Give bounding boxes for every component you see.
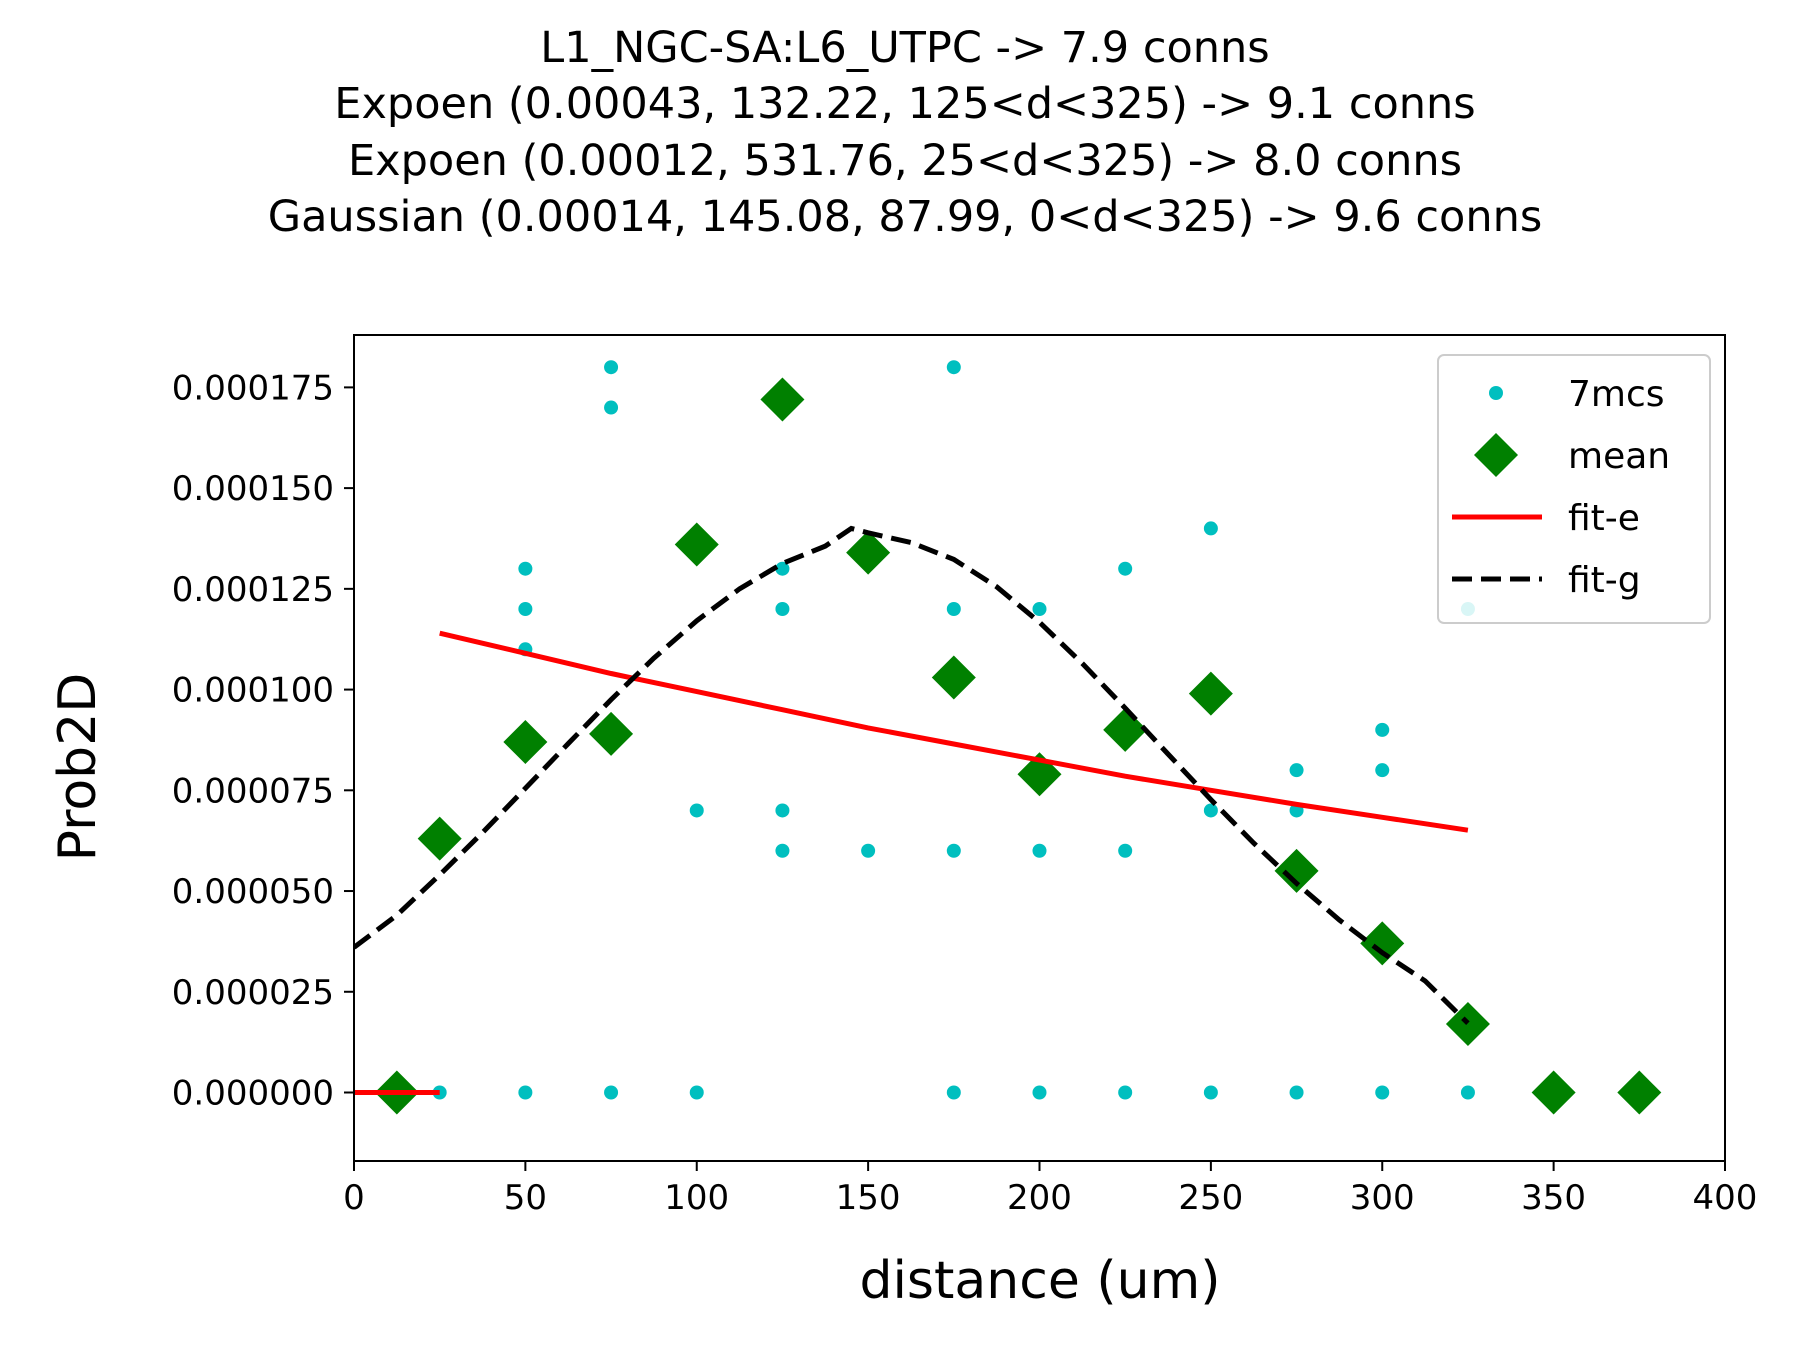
point-7mcs — [604, 1085, 619, 1100]
mean-marker — [1360, 921, 1405, 966]
series-fit-g — [354, 525, 1470, 1025]
point-7mcs — [604, 360, 619, 375]
title-line-4: Gaussian (0.00014, 145.08, 87.99, 0<d<32… — [268, 192, 1542, 242]
point-7mcs — [775, 561, 790, 576]
title-line-2: Expoen (0.00043, 132.22, 125<d<325) -> 9… — [334, 79, 1475, 129]
x-tick-label: 200 — [1007, 1178, 1072, 1218]
point-7mcs — [775, 843, 790, 858]
point-7mcs — [1032, 843, 1047, 858]
point-7mcs — [1118, 320, 1132, 334]
point-7mcs — [775, 803, 790, 818]
mean-marker — [1188, 671, 1233, 716]
fit-line-fit-e — [439, 630, 1469, 833]
series-layer — [354, 320, 1662, 1115]
fit-line-fit-g — [354, 525, 1470, 1025]
y-tick-label: 0.000150 — [172, 469, 334, 509]
y-tick-label: 0.000075 — [172, 771, 334, 811]
chart-title: L1_NGC-SA:L6_UTPC -> 7.9 conns Expoen (0… — [268, 23, 1542, 242]
x-tick-label: 100 — [664, 1178, 729, 1218]
point-7mcs — [518, 1085, 533, 1100]
y-tick-label: 0.000025 — [172, 973, 334, 1013]
plot-frame — [353, 334, 1726, 1162]
series-7mcs — [432, 320, 1475, 1100]
series-fit-e — [354, 630, 1469, 1095]
point-7mcs — [518, 561, 533, 576]
mean-marker — [674, 522, 719, 567]
point-7mcs — [861, 320, 875, 334]
point-7mcs — [1375, 722, 1390, 737]
point-7mcs — [1032, 601, 1047, 616]
point-7mcs — [1118, 561, 1133, 576]
point-7mcs — [775, 601, 790, 616]
y-tick-label: 0.000125 — [172, 570, 334, 610]
point-7mcs — [1289, 763, 1304, 778]
legend-marker-7mcs — [1489, 386, 1503, 400]
y-tick-label: 0.000050 — [172, 872, 334, 912]
y-tick-label: 0.000100 — [172, 671, 334, 711]
mean-marker — [503, 719, 548, 764]
point-7mcs — [1203, 803, 1218, 818]
mean-marker — [1103, 707, 1148, 752]
point-7mcs — [946, 360, 961, 375]
mean-marker — [846, 530, 891, 575]
mean-marker — [417, 816, 462, 861]
x-tick-label: 150 — [836, 1178, 901, 1218]
axes-layer: 0 50 100 150 200 250 300 350 400 0.000000 0.000025… — [172, 334, 1758, 1218]
mean-marker — [1617, 1070, 1662, 1115]
legend-label-mean: mean — [1568, 436, 1670, 477]
point-7mcs — [518, 601, 533, 616]
point-7mcs — [946, 843, 961, 858]
title-line-3: Expoen (0.00012, 531.76, 25<d<325) -> 8.… — [348, 136, 1462, 186]
point-7mcs — [1375, 1085, 1390, 1100]
title-line-1: L1_NGC-SA:L6_UTPC -> 7.9 conns — [540, 23, 1269, 73]
x-tick-label: 350 — [1521, 1178, 1586, 1218]
x-tick-label: 400 — [1693, 1178, 1758, 1218]
mean-marker — [931, 655, 976, 700]
mean-marker — [1445, 1002, 1490, 1047]
point-7mcs — [1375, 763, 1390, 778]
legend-label-fit-g: fit-g — [1568, 560, 1641, 601]
x-tick-label: 0 — [343, 1178, 365, 1218]
point-7mcs — [689, 1085, 704, 1100]
y-axis-label: Prob2D — [48, 673, 108, 862]
legend-marker-mean — [1474, 433, 1518, 477]
point-7mcs — [1460, 1085, 1475, 1100]
legend-label-7mcs: 7mcs — [1568, 374, 1665, 415]
point-7mcs — [946, 601, 961, 616]
y-tick-label: 0.000000 — [172, 1074, 334, 1114]
point-7mcs — [861, 843, 876, 858]
point-7mcs — [1289, 1085, 1304, 1100]
point-7mcs — [1118, 843, 1133, 858]
x-tick-label: 300 — [1350, 1178, 1415, 1218]
y-tick-label: 0.000175 — [172, 368, 334, 408]
mean-marker — [1531, 1070, 1576, 1115]
x-tick-label: 250 — [1178, 1178, 1243, 1218]
point-7mcs — [1203, 1085, 1218, 1100]
point-7mcs — [1118, 1085, 1133, 1100]
mean-marker — [589, 711, 634, 756]
x-axis-label: distance (um) — [859, 1251, 1220, 1311]
point-7mcs — [604, 400, 619, 415]
legend-label-fit-e: fit-e — [1568, 498, 1640, 539]
point-7mcs — [689, 803, 704, 818]
legend: 7mcs mean fit-e fit-g — [1437, 354, 1711, 624]
point-7mcs — [1032, 1085, 1047, 1100]
mean-marker — [1274, 848, 1319, 893]
point-7mcs — [1203, 521, 1218, 536]
legend-box — [1437, 354, 1711, 624]
x-tick-label: 50 — [504, 1178, 547, 1218]
mean-marker — [760, 377, 805, 422]
point-7mcs — [946, 1085, 961, 1100]
